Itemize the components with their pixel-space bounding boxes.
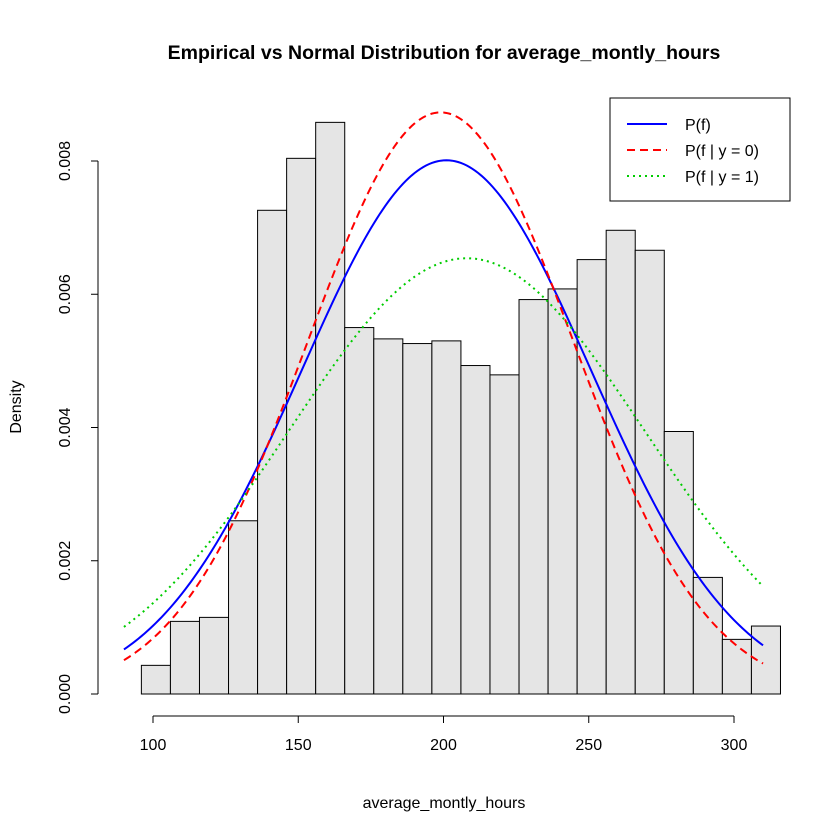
x-tick-label: 250 xyxy=(575,737,602,754)
y-axis: 0.000 0.002 0.004 0.006 0.008 xyxy=(57,141,99,714)
series-line-p-f-y-0 xyxy=(123,111,764,665)
histogram-bar xyxy=(518,299,549,695)
histogram-bar xyxy=(547,288,578,695)
histogram-bar xyxy=(315,121,346,695)
x-axis: 100 150 200 250 300 xyxy=(140,715,748,754)
y-tick-label: 0.008 xyxy=(57,141,74,181)
histogram-bar xyxy=(169,620,200,695)
histogram-bar xyxy=(721,638,752,695)
histogram-bar xyxy=(605,229,636,695)
x-axis-title: average_montly_hours xyxy=(363,795,526,812)
y-tick-label: 0.000 xyxy=(57,674,74,714)
legend-label: P(f | y = 0) xyxy=(685,143,759,160)
legend-label: P(f) xyxy=(685,117,711,134)
histogram-bar xyxy=(344,327,375,695)
y-tick-label: 0.004 xyxy=(57,407,74,447)
legend: P(f) P(f | y = 0) P(f | y = 1) xyxy=(609,97,791,202)
histogram-bar xyxy=(373,338,404,695)
histogram-bars xyxy=(140,121,781,695)
histogram-bar xyxy=(634,249,665,695)
y-axis-title: Density xyxy=(8,380,25,433)
x-tick-label: 150 xyxy=(285,737,312,754)
x-tick-label: 300 xyxy=(721,737,748,754)
histogram-bar xyxy=(460,365,491,695)
legend-label: P(f | y = 1) xyxy=(685,169,759,186)
histogram-bar xyxy=(286,157,317,695)
x-tick-label: 100 xyxy=(140,737,167,754)
density-curves xyxy=(123,111,764,665)
histogram-bar xyxy=(198,616,230,695)
series-line-p-f xyxy=(123,159,764,651)
x-tick-label: 200 xyxy=(430,737,457,754)
histogram-bar xyxy=(576,259,607,695)
y-tick-label: 0.002 xyxy=(57,541,74,581)
chart-title: Empirical vs Normal Distribution for ave… xyxy=(168,42,721,64)
histogram-bar xyxy=(140,664,171,695)
histogram-bar xyxy=(692,576,723,695)
histogram-bar xyxy=(431,340,462,695)
histogram-bar xyxy=(402,343,433,695)
histogram-bar xyxy=(257,209,288,695)
histogram-bar xyxy=(489,374,520,695)
histogram-bar xyxy=(228,520,259,695)
y-tick-label: 0.006 xyxy=(57,274,74,314)
